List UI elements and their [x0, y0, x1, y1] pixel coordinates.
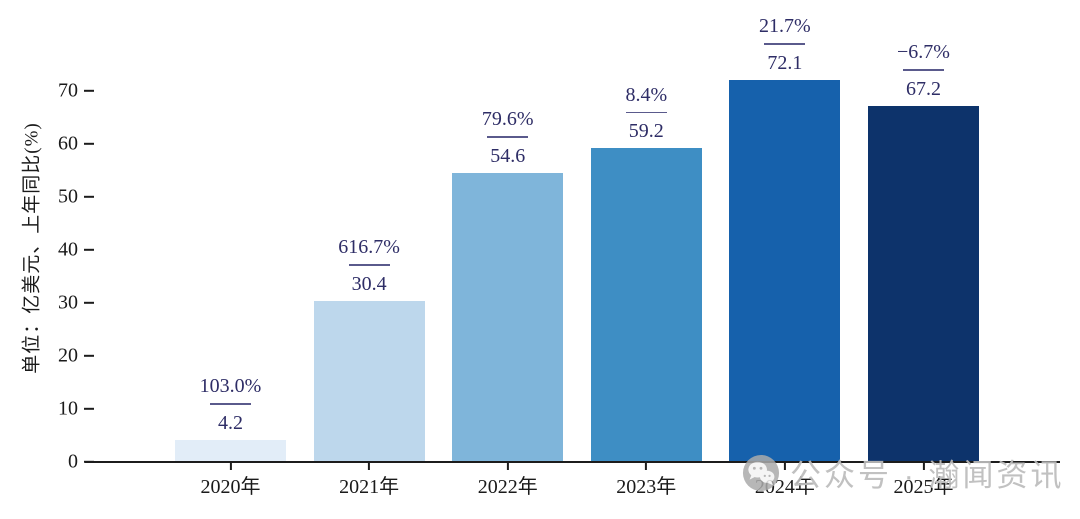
y-tick-mark-30	[84, 301, 94, 305]
annotation-2024年: 21.7% 72.1	[710, 15, 860, 74]
y-tick-mark-50	[84, 195, 94, 199]
bar-2021年	[313, 300, 425, 462]
growth-label-2021年: 616.7%	[338, 236, 400, 259]
y-tick-label-10: 10	[58, 397, 78, 420]
value-label-2020年: 4.2	[218, 411, 243, 434]
bar-2024年	[729, 79, 841, 462]
x-tick-mark-2023年	[645, 463, 648, 470]
annotation-divider-2024年	[764, 43, 806, 45]
annotation-2025年: −6.7% 67.2	[849, 41, 999, 100]
annotation-divider-2021年	[348, 264, 390, 266]
x-tick-mark-2024年	[783, 463, 786, 470]
y-tick-mark-40	[84, 248, 94, 252]
annotation-divider-2023年	[625, 111, 667, 114]
x-tick-label-2025年: 2025年	[893, 476, 954, 498]
y-tick-mark-20	[84, 354, 94, 358]
growth-label-2020年: 103.0%	[199, 375, 262, 398]
x-tick-mark-2020年	[229, 463, 232, 470]
y-tick-mark-10	[84, 407, 94, 411]
x-tick-mark-2025年	[922, 463, 925, 470]
bar-2023年	[590, 148, 702, 462]
x-tick-label-2022年: 2022年	[477, 476, 538, 498]
x-tick-label-2021年: 2021年	[339, 476, 400, 498]
x-tick-label-2020年: 2020年	[200, 476, 261, 498]
y-tick-label-20: 20	[58, 344, 78, 367]
value-label-2021年: 30.4	[351, 272, 387, 295]
y-tick-label-0: 0	[68, 450, 78, 473]
x-tick-label-2023年: 2023年	[616, 476, 677, 498]
y-tick-label-30: 30	[58, 291, 78, 314]
growth-label-2025年: −6.7%	[897, 41, 950, 64]
annotation-2022年: 79.6% 54.6	[433, 108, 583, 167]
y-tick-label-70: 70	[58, 79, 78, 102]
annotation-divider-2022年	[487, 136, 529, 138]
y-tick-label-40: 40	[58, 238, 78, 261]
x-tick-label-2024年: 2024年	[754, 476, 815, 498]
y-tick-label-60: 60	[58, 132, 78, 155]
annotation-2021年: 616.7% 30.4	[294, 236, 444, 295]
x-axis-line	[85, 461, 1060, 464]
annotation-2023年: 8.4% 59.2	[571, 84, 721, 143]
x-tick-mark-2022年	[506, 463, 509, 470]
bar-2020年	[175, 439, 286, 462]
value-label-2022年: 54.6	[490, 144, 526, 167]
value-label-2025年: 67.2	[906, 77, 941, 100]
annotation-divider-2025年	[903, 69, 944, 71]
x-tick-mark-2021年	[368, 463, 371, 470]
annotation-2020年: 103.0% 4.2	[156, 375, 306, 434]
y-tick-mark-70	[84, 89, 94, 93]
value-label-2024年: 72.1	[767, 51, 803, 74]
value-label-2023年: 59.2	[628, 120, 664, 143]
growth-label-2024年: 21.7%	[759, 15, 811, 38]
bar-2022年	[452, 172, 564, 462]
y-tick-label-50: 50	[58, 185, 78, 208]
y-tick-mark-60	[84, 142, 94, 146]
annotation-divider-2020年	[210, 403, 251, 405]
bar-2025年	[868, 105, 979, 462]
growth-label-2022年: 79.6%	[481, 108, 534, 131]
growth-label-2023年: 8.4%	[625, 83, 668, 106]
